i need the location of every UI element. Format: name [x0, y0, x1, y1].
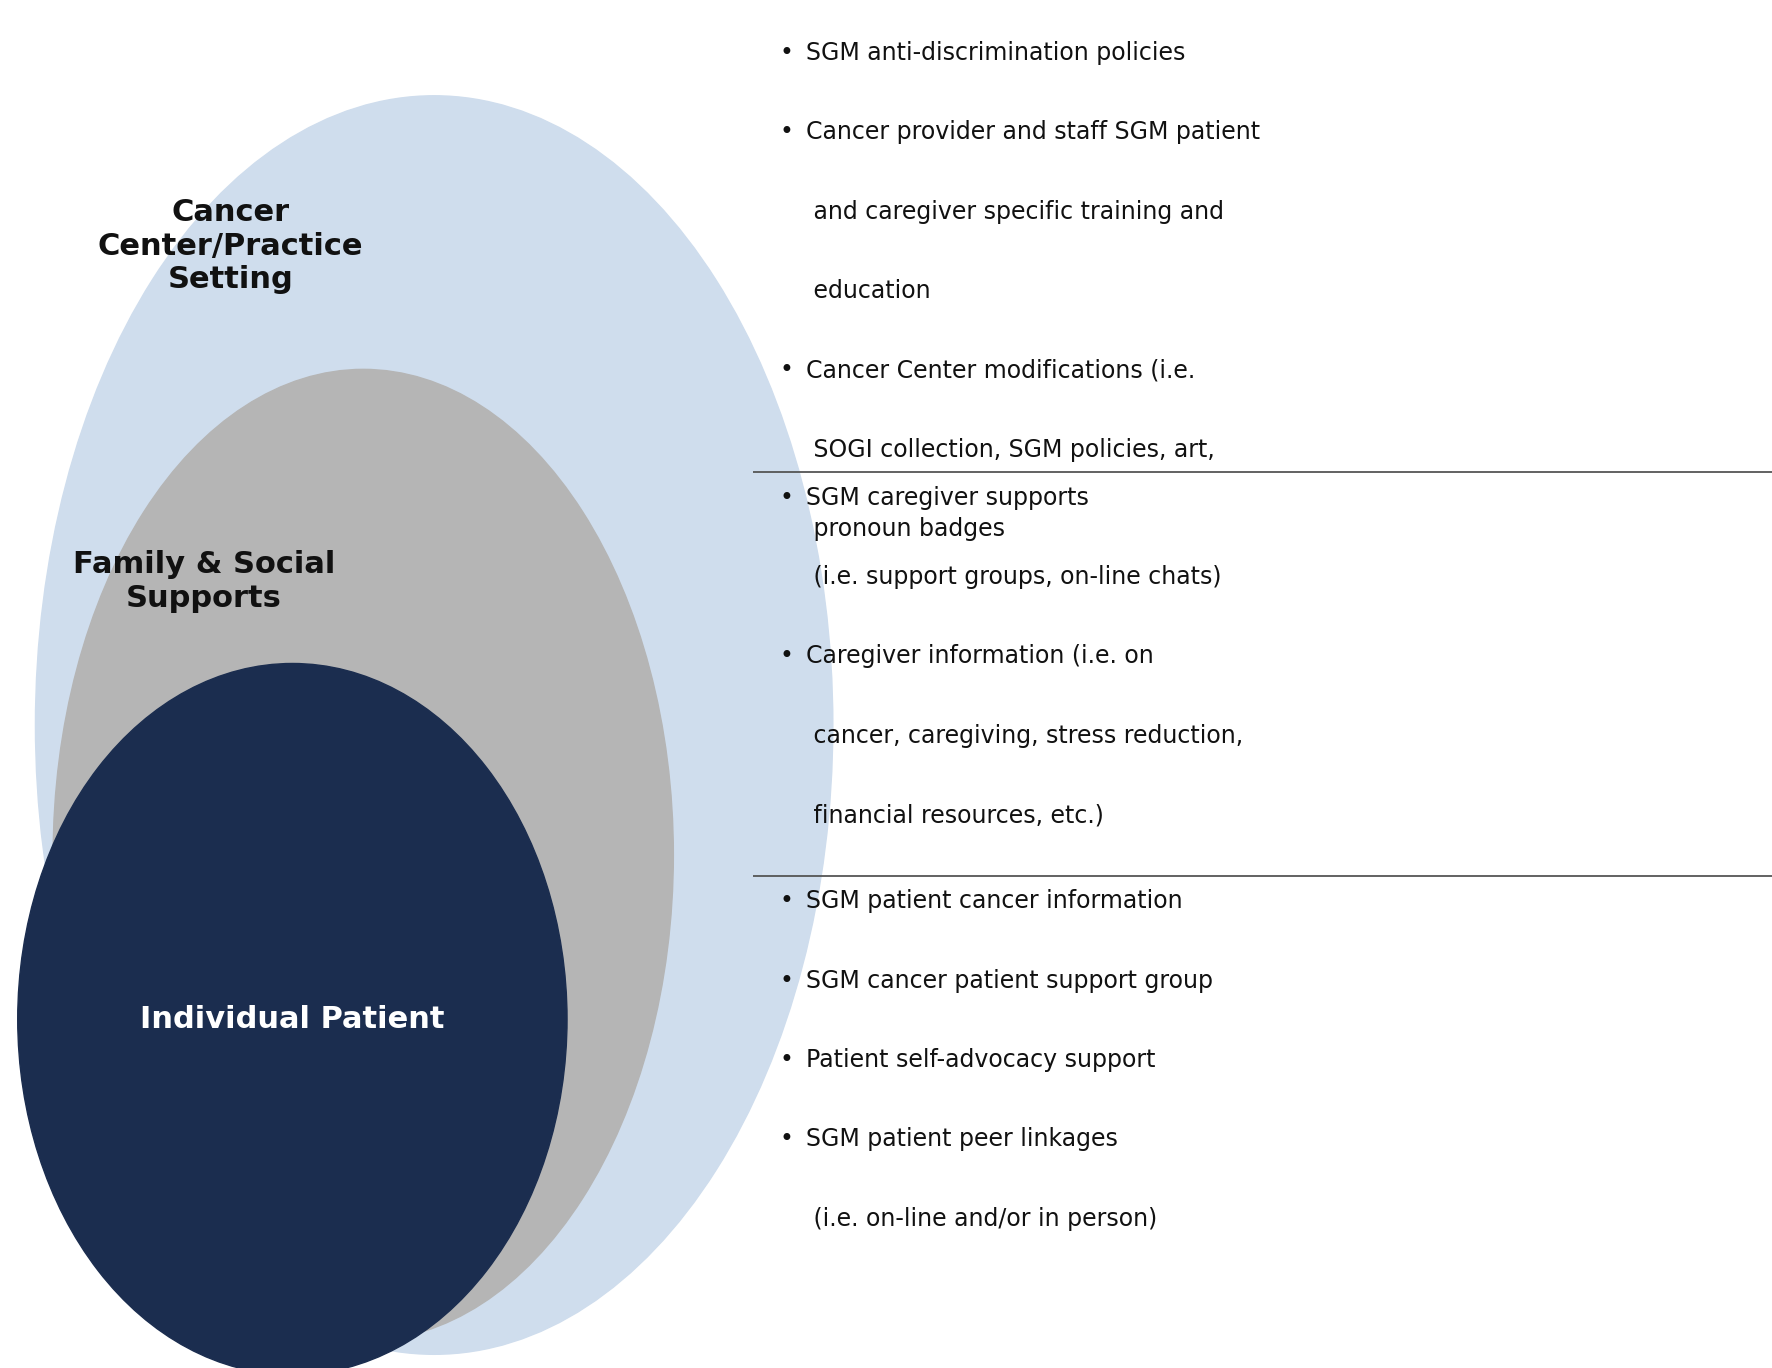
Text: Cancer
Center/Practice
Setting: Cancer Center/Practice Setting: [97, 198, 363, 294]
Text: SOGI collection, SGM policies, art,: SOGI collection, SGM policies, art,: [806, 438, 1216, 462]
Text: Patient self-advocacy support: Patient self-advocacy support: [806, 1048, 1155, 1073]
Ellipse shape: [18, 663, 567, 1368]
Text: education: education: [806, 279, 930, 304]
Text: Individual Patient: Individual Patient: [140, 1004, 445, 1034]
Text: SGM cancer patient support group: SGM cancer patient support group: [806, 969, 1214, 993]
Text: •: •: [780, 358, 794, 383]
Text: •: •: [780, 41, 794, 66]
Text: Caregiver information (i.e. on: Caregiver information (i.e. on: [806, 644, 1154, 669]
Text: •: •: [780, 644, 794, 669]
Text: Family & Social
Supports: Family & Social Supports: [73, 550, 335, 613]
Text: •: •: [780, 486, 794, 510]
Text: and caregiver specific training and: and caregiver specific training and: [806, 200, 1224, 224]
Text: SGM caregiver supports: SGM caregiver supports: [806, 486, 1090, 510]
Ellipse shape: [35, 96, 833, 1354]
Text: pronoun badges: pronoun badges: [806, 517, 1005, 542]
Text: •: •: [780, 889, 794, 914]
Text: (i.e. on-line and/or in person): (i.e. on-line and/or in person): [806, 1207, 1157, 1231]
Text: Cancer provider and staff SGM patient: Cancer provider and staff SGM patient: [806, 120, 1260, 145]
Text: Cancer Center modifications (i.e.: Cancer Center modifications (i.e.: [806, 358, 1196, 383]
Text: SGM anti-discrimination policies: SGM anti-discrimination policies: [806, 41, 1185, 66]
Text: (i.e. support groups, on-line chats): (i.e. support groups, on-line chats): [806, 565, 1221, 590]
Text: •: •: [780, 969, 794, 993]
Ellipse shape: [53, 369, 673, 1341]
Text: SGM patient peer linkages: SGM patient peer linkages: [806, 1127, 1118, 1152]
Text: SGM patient cancer information: SGM patient cancer information: [806, 889, 1184, 914]
Text: •: •: [780, 1048, 794, 1073]
Text: •: •: [780, 120, 794, 145]
Text: cancer, caregiving, stress reduction,: cancer, caregiving, stress reduction,: [806, 724, 1244, 748]
Text: financial resources, etc.): financial resources, etc.): [806, 803, 1104, 828]
Text: •: •: [780, 1127, 794, 1152]
